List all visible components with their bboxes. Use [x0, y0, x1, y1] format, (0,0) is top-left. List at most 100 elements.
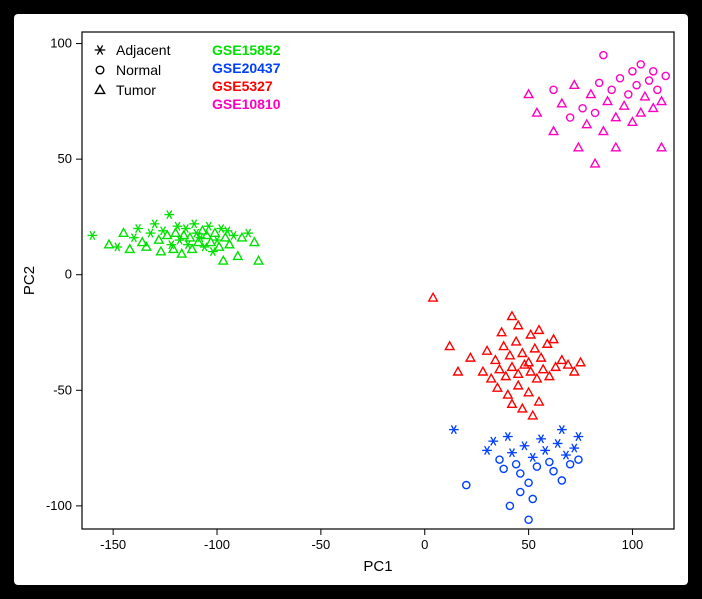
- data-point: [164, 210, 174, 218]
- data-point: [629, 68, 636, 75]
- data-point: [537, 353, 546, 361]
- data-point: [517, 470, 524, 477]
- data-point: [531, 344, 540, 352]
- x-tick-label: -50: [311, 537, 330, 552]
- data-point: [533, 463, 540, 470]
- series-GSE10810: [524, 52, 669, 167]
- legend-series-label: GSE20437: [212, 60, 281, 76]
- data-point: [204, 222, 214, 230]
- data-point: [591, 159, 600, 167]
- legend-marker-label: Tumor: [116, 82, 156, 98]
- y-axis-label: PC2: [21, 266, 38, 295]
- data-point: [133, 224, 143, 232]
- data-point: [662, 72, 669, 79]
- data-point: [616, 75, 623, 82]
- data-point: [499, 342, 508, 350]
- data-point: [612, 143, 621, 151]
- data-point: [488, 437, 498, 445]
- data-point: [466, 353, 475, 361]
- data-point: [518, 404, 527, 412]
- legend-marker-label: Normal: [116, 62, 161, 78]
- data-point: [574, 432, 584, 440]
- data-point: [508, 312, 517, 320]
- data-point: [500, 465, 507, 472]
- data-point: [625, 91, 632, 98]
- data-point: [528, 453, 538, 461]
- data-point: [238, 233, 247, 241]
- y-tick-label: 0: [65, 267, 72, 282]
- data-point: [558, 356, 567, 364]
- data-point: [497, 328, 506, 336]
- data-point: [558, 477, 565, 484]
- data-point: [603, 97, 612, 105]
- x-tick-label: 0: [421, 537, 428, 552]
- data-point: [599, 127, 608, 135]
- outer-frame: -150-100-50050100-100-50050100PC1PC2Adja…: [0, 0, 702, 599]
- data-point: [105, 240, 114, 248]
- data-point: [479, 367, 488, 375]
- data-point: [504, 390, 513, 398]
- data-point: [229, 231, 239, 239]
- data-point: [514, 321, 523, 329]
- data-point: [483, 346, 492, 354]
- data-point: [215, 242, 224, 250]
- data-point: [449, 425, 459, 433]
- data-point: [155, 235, 164, 243]
- data-point: [657, 97, 666, 105]
- data-point: [539, 365, 548, 373]
- data-point: [579, 105, 586, 112]
- data-point: [463, 482, 470, 489]
- data-point: [429, 293, 438, 301]
- data-point: [493, 383, 502, 391]
- data-point: [243, 229, 253, 237]
- data-point: [507, 448, 517, 456]
- data-point: [125, 245, 134, 253]
- legend-series-label: GSE15852: [212, 42, 281, 58]
- scatter-plot: -150-100-50050100-100-50050100PC1PC2Adja…: [14, 14, 688, 585]
- data-point: [211, 229, 220, 237]
- data-point: [561, 451, 571, 459]
- data-point: [540, 446, 550, 454]
- data-point: [612, 113, 621, 121]
- data-point: [88, 231, 98, 239]
- data-point: [569, 444, 579, 452]
- data-point: [512, 337, 521, 345]
- data-point: [657, 143, 666, 151]
- data-point: [518, 349, 527, 357]
- data-point: [233, 252, 242, 260]
- data-point: [637, 61, 644, 68]
- data-point: [587, 90, 596, 98]
- data-point: [517, 488, 524, 495]
- data-point: [528, 411, 537, 419]
- data-point: [112, 243, 122, 251]
- data-point: [582, 120, 591, 128]
- x-tick-label: 50: [521, 537, 535, 552]
- data-point: [173, 222, 183, 230]
- data-point: [549, 335, 558, 343]
- data-point: [157, 247, 166, 255]
- data-point: [535, 397, 544, 405]
- y-tick-label: -100: [46, 498, 72, 513]
- data-point: [525, 479, 532, 486]
- data-point: [628, 118, 637, 126]
- data-point: [567, 114, 574, 121]
- data-point: [550, 468, 557, 475]
- data-point: [508, 363, 517, 371]
- data-point: [202, 231, 211, 239]
- data-point: [150, 220, 160, 228]
- x-tick-label: -100: [204, 537, 230, 552]
- legend-series-label: GSE10810: [212, 96, 281, 112]
- data-point: [620, 101, 629, 109]
- data-point: [654, 86, 661, 93]
- y-tick-label: 100: [50, 36, 72, 51]
- data-point: [514, 381, 523, 389]
- data-point: [495, 365, 504, 373]
- y-tick-label: -50: [53, 382, 72, 397]
- data-point: [650, 68, 657, 75]
- x-axis-label: PC1: [363, 558, 392, 575]
- data-point: [636, 108, 645, 116]
- plot-card: -150-100-50050100-100-50050100PC1PC2Adja…: [14, 14, 688, 585]
- x-tick-label: -150: [100, 537, 126, 552]
- legend-marker-label: Adjacent: [116, 42, 171, 58]
- data-point: [146, 229, 156, 237]
